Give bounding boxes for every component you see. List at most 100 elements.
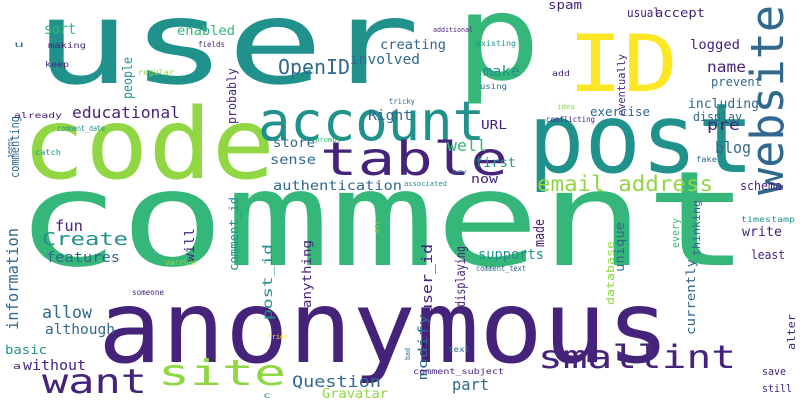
word-new: new xyxy=(452,168,467,176)
word-site: site xyxy=(158,353,286,394)
word-question: Question xyxy=(292,372,381,391)
word-account: account xyxy=(258,90,485,153)
word-anything: anything xyxy=(300,240,314,308)
word-website: website xyxy=(741,5,794,195)
word-seems: seems xyxy=(6,138,14,158)
word-associated: associated xyxy=(404,180,447,188)
word-right: Right xyxy=(368,108,412,124)
word-prompt: prompt xyxy=(315,136,341,144)
word-tricky: tricky xyxy=(389,97,415,106)
word-alter: alter xyxy=(785,314,798,350)
word-part: part xyxy=(452,375,489,394)
word-table: table xyxy=(320,132,508,186)
word-keep: keep xyxy=(45,60,69,69)
word-supports: supports xyxy=(478,247,544,263)
word-comment-id: comment_id xyxy=(227,197,241,271)
word-gravatar: Gravatar xyxy=(322,387,388,400)
word-comment: comment xyxy=(15,143,750,297)
word-smallint: smallint xyxy=(538,338,736,376)
word-without: without xyxy=(23,358,86,374)
word-blog: blog xyxy=(715,138,751,157)
word-p: p xyxy=(455,0,541,107)
word-exercise: exercise xyxy=(590,105,650,119)
word-u: u xyxy=(14,40,24,49)
word-idea: idea xyxy=(557,103,575,111)
word-openid: OpenID xyxy=(278,55,350,79)
word-currently: currently xyxy=(684,259,698,335)
word-will: will xyxy=(183,228,198,262)
word-tries: tries xyxy=(268,333,288,341)
word-database: database xyxy=(604,241,617,305)
word-although: although xyxy=(45,322,115,338)
word-eventually: eventually xyxy=(615,54,628,116)
word-features: features xyxy=(46,250,120,266)
word-first: first xyxy=(475,156,516,171)
word-post-id: post_id xyxy=(261,244,276,320)
word-save: save xyxy=(762,365,786,378)
word-now: now xyxy=(471,172,499,186)
word-logged: logged xyxy=(690,38,740,53)
word-sort: sort xyxy=(44,20,76,38)
word-user: user xyxy=(34,0,420,111)
word-varchar: varchar xyxy=(165,258,198,267)
word-email-address: email address xyxy=(537,172,713,196)
word-creating: creating xyxy=(380,38,446,53)
word-least: least xyxy=(751,248,785,262)
word-want: want xyxy=(42,362,147,400)
word-commenting: commenting xyxy=(8,116,22,178)
word-enabled: enabled xyxy=(177,24,235,39)
word-fun: fun xyxy=(55,217,83,235)
word-timestamp: timestamp xyxy=(741,215,795,224)
word-basic: basic xyxy=(5,343,47,357)
word-store: store xyxy=(273,136,315,151)
word-accept: accept xyxy=(655,6,705,20)
word-displaying: displaying xyxy=(454,246,469,307)
word-involved: involved xyxy=(350,52,420,68)
word-log: log xyxy=(610,119,626,128)
word-people: people xyxy=(121,57,136,99)
word-catch: catch xyxy=(35,148,61,157)
word-thinking: thinking xyxy=(690,200,703,256)
word-url: URL xyxy=(481,118,507,132)
word-unique: unique xyxy=(613,222,627,272)
word-code: code xyxy=(22,88,275,202)
word-comment-date: comment_date xyxy=(57,124,105,133)
word-conflicting: conflicting xyxy=(546,115,595,124)
word-information: information xyxy=(3,228,22,330)
word-schema: schema xyxy=(740,179,782,193)
word-sense: sense xyxy=(270,153,316,168)
word-regular: regular xyxy=(138,68,174,77)
word-make: make xyxy=(483,64,520,80)
word-still: still xyxy=(762,382,792,395)
word-pre: pre xyxy=(707,116,740,134)
word-spam: spam xyxy=(548,0,582,12)
word-authentication: authentication xyxy=(273,179,402,194)
word-prevent: prevent xyxy=(711,75,762,89)
word-display: display xyxy=(693,110,742,124)
word-every: every xyxy=(669,218,682,248)
word-etc: etc xyxy=(373,220,381,233)
word-write: write xyxy=(742,225,782,240)
word-c: c xyxy=(263,391,271,400)
word-well: well xyxy=(447,136,487,155)
word-allow: allow xyxy=(42,303,93,323)
word-post: post xyxy=(528,83,754,195)
word-text: text xyxy=(448,345,470,354)
word-probably: probably xyxy=(225,68,239,124)
word-id: ID xyxy=(568,20,678,110)
word-made: made xyxy=(532,219,548,247)
word-add: add xyxy=(552,69,570,78)
word-name: name xyxy=(707,58,746,76)
word-usual: usual xyxy=(627,6,660,20)
word-a: a xyxy=(13,362,21,372)
word-user-id: user_id xyxy=(420,244,436,314)
word-anonymous: anonymous xyxy=(98,269,670,386)
word-comment-text: comment_text xyxy=(476,264,526,273)
word-using: using xyxy=(480,82,507,91)
word-existing: existing xyxy=(476,39,516,48)
word-modify: modify xyxy=(416,314,430,380)
word-making: making xyxy=(48,41,86,50)
word-bad: bad xyxy=(404,348,412,360)
word-create: Create xyxy=(42,229,128,250)
